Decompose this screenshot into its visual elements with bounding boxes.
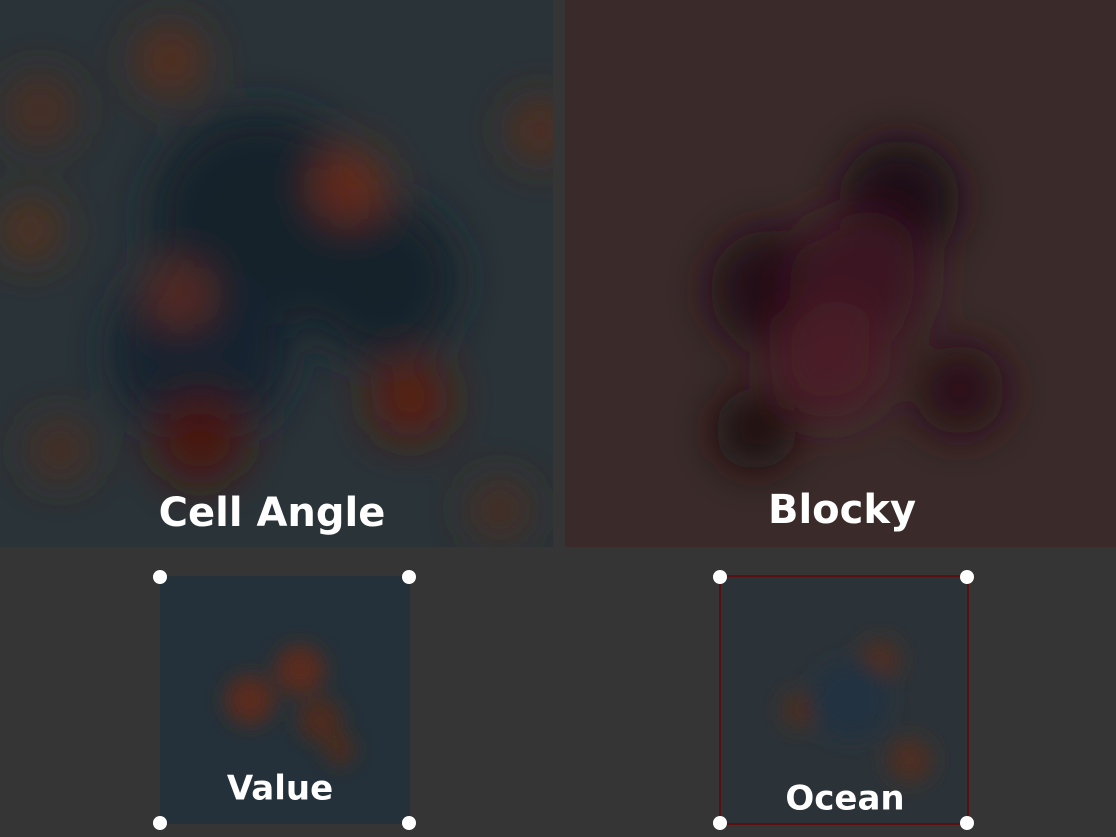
node-label: Value: [227, 769, 333, 809]
node-handles: [713, 570, 974, 830]
texture-preview: [565, 0, 1116, 547]
texture-node: [160, 576, 410, 824]
texture-node: [720, 576, 968, 824]
node-handles: [153, 570, 416, 830]
selection-border: [719, 575, 969, 825]
panel-label: Cell Angle: [159, 490, 386, 536]
texture-preview: [0, 0, 553, 547]
node-label: Ocean: [785, 779, 904, 819]
panel-label: Blocky: [768, 487, 916, 533]
